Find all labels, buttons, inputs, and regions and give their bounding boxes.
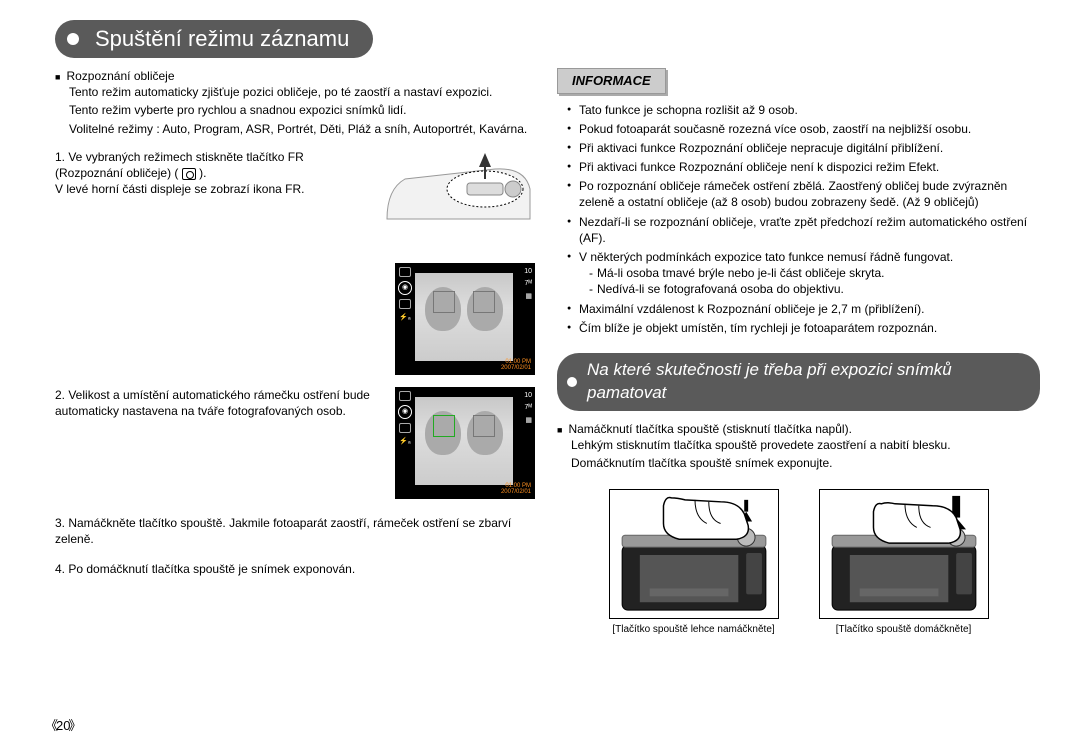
- face-rec-heading: Rozpoznání obličeje: [55, 68, 535, 84]
- face-rec-p3: Volitelné režimy : Auto, Program, ASR, P…: [69, 121, 535, 137]
- lcd-preview-1: ◉ ⚡ₐ 10 7ᴹ ▦: [395, 263, 535, 375]
- face-rec-p2: Tento režim vyberte pro rychlou a snadno…: [69, 102, 535, 118]
- section2-title: Na které skutečnosti je třeba při expozi…: [587, 360, 952, 402]
- info-item: Po rozpoznání obličeje rámeček ostření z…: [567, 178, 1040, 210]
- info-subitem: Má-li osoba tmavé brýle nebo je-li část …: [589, 265, 1040, 281]
- lcd-preview-2: ◉ ⚡ₐ 10 7ᴹ ▦: [395, 387, 535, 499]
- section2-title-band: Na které skutečnosti je třeba při expozi…: [557, 353, 1040, 411]
- info-item: Při aktivaci funkce Rozpoznání obličeje …: [567, 140, 1040, 156]
- step-4: 4. Po domáčknutí tlačítka spouště je sní…: [55, 561, 535, 577]
- caption-half: [Tlačítko spouště lehce namáčkněte]: [609, 623, 779, 637]
- main-title: Spuštění režimu záznamu: [95, 26, 349, 51]
- icon-1: [399, 299, 411, 309]
- face-rec-p1: Tento režim automaticky zjišťuje pozici …: [69, 84, 535, 100]
- step-3: 3. Namáčkněte tlačítko spouště. Jakmile …: [55, 515, 535, 547]
- lcd-time: 01:00 PM: [501, 359, 531, 366]
- info-item: Nezdaří-li se rozpoznání obličeje, vraťt…: [567, 214, 1040, 246]
- info-item: Při aktivaci funkce Rozpoznání obličeje …: [567, 159, 1040, 175]
- camera-half-press-illustration: [609, 489, 779, 619]
- camera-top-illustration: [385, 149, 535, 259]
- shot-count: 10: [524, 267, 532, 276]
- info-item: Tato funkce je schopna rozlišit až 9 oso…: [567, 102, 1040, 118]
- info-list: Tato funkce je schopna rozlišit až 9 oso…: [557, 102, 1040, 336]
- page-number: 20: [45, 715, 82, 734]
- right-column: INFORMACE Tato funkce je schopna rozliši…: [557, 68, 1040, 637]
- main-title-band: Spuštění režimu záznamu: [55, 20, 373, 58]
- megapixel-label: 7ᴹ: [524, 279, 532, 288]
- shutter-heading: Namáčknutí tlačítka spouště (stisknutí t…: [557, 421, 1040, 437]
- press-full-figure: [Tlačítko spouště domáčkněte]: [819, 489, 989, 637]
- mode-icon: [399, 267, 411, 277]
- info-subitem: Nedívá-li se fotografovaná osoba do obje…: [589, 281, 1040, 297]
- left-column: Rozpoznání obličeje Tento režim automati…: [55, 68, 535, 637]
- quality-icon: ▦: [524, 292, 532, 301]
- press-half-figure: [Tlačítko spouště lehce namáčkněte]: [609, 489, 779, 637]
- shutter-p2: Domáčknutím tlačítka spouště snímek expo…: [571, 455, 1040, 471]
- info-label: INFORMACE: [557, 68, 666, 94]
- info-item: Čím blíže je objekt umístěn, tím rychlej…: [567, 320, 1040, 336]
- flash-icon: ⚡ₐ: [399, 313, 410, 322]
- camera-full-press-illustration: [819, 489, 989, 619]
- step-2: 2. Velikost a umístění automatického rám…: [55, 387, 535, 499]
- info-item: V některých podmínkách expozice tato fun…: [567, 249, 1040, 298]
- info-item: Maximální vzdálenost k Rozpoznání obliče…: [567, 301, 1040, 317]
- lcd-date: 2007/02/01: [501, 365, 531, 372]
- info-item: Pokud fotoaparát současně rozezná více o…: [567, 121, 1040, 137]
- step-1: 1. Ve vybraných režimech stiskněte tlačí…: [55, 149, 535, 259]
- shutter-p1: Lehkým stisknutím tlačítka spouště prove…: [571, 437, 1040, 453]
- fr-indicator-icon: ◉: [398, 281, 412, 295]
- caption-full: [Tlačítko spouště domáčkněte]: [819, 623, 989, 637]
- fr-icon: [182, 168, 196, 180]
